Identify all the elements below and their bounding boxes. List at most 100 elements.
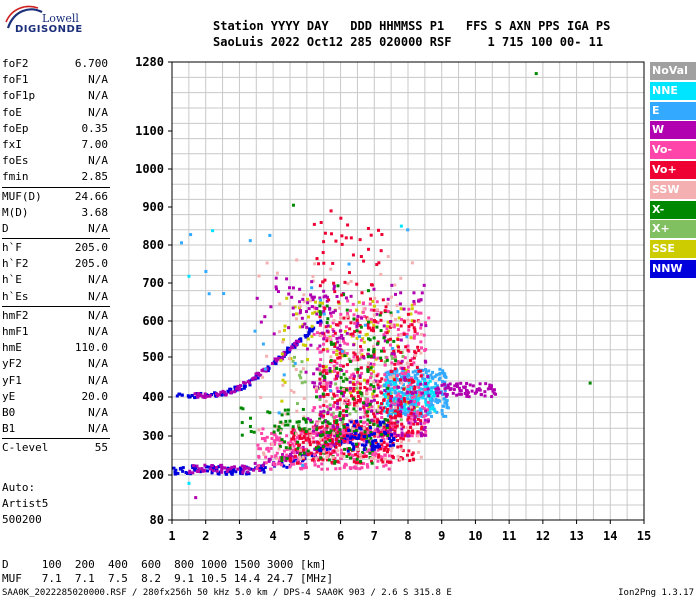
echo-point-ssw [302, 300, 306, 304]
echo-point-xminus [372, 385, 376, 389]
echo-point-w [443, 392, 447, 396]
echo-point-voplus [395, 406, 399, 410]
echo-point-voplus [319, 385, 323, 389]
echo-point-ssw [341, 455, 345, 459]
param-value: 6.700 [74, 57, 108, 70]
header-labels-row: Station YYYY DAY DDD HHMMSS P1 FFS S AXN… [213, 19, 611, 33]
echo-point-voplus [363, 436, 367, 440]
echo-point-sse [367, 405, 371, 409]
echo-point-vominus [361, 310, 365, 314]
echo-point-xminus [288, 446, 292, 450]
echo-point-voplus [397, 345, 401, 349]
echo-point-voplus [345, 363, 349, 367]
echo-point-xminus [340, 391, 344, 395]
echo-point-nnw [299, 337, 303, 341]
echo-point-ssw [356, 447, 360, 451]
echo-point-vominus [390, 423, 394, 427]
echo-point-voplus [366, 226, 370, 230]
echo-point-xplus [331, 396, 335, 400]
echo-point-ssw [419, 455, 423, 459]
echo-point-nnw [360, 443, 364, 447]
echo-point-ssw [265, 354, 269, 358]
echo-point-xminus [382, 336, 386, 340]
echo-point-ssw [349, 418, 353, 422]
echo-point-w [389, 428, 393, 432]
echo-point-xminus [318, 304, 322, 308]
echo-point-xminus [340, 435, 344, 439]
echo-point-vominus [273, 463, 277, 467]
echo-point-voplus [386, 448, 390, 452]
echo-point-voplus [358, 382, 362, 386]
echo-point-xplus [299, 376, 303, 380]
echo-point-e [423, 377, 427, 381]
echo-point-w [259, 373, 263, 377]
echo-point-xminus [302, 427, 306, 431]
y-tick-label: 80 [150, 513, 164, 527]
echo-point-w [322, 295, 326, 299]
echo-point-nne [383, 395, 387, 399]
echo-point-w [261, 369, 265, 373]
echo-point-e [413, 369, 417, 373]
echo-point-ssw [278, 429, 282, 433]
echo-point-voplus [359, 255, 363, 259]
echo-point-voplus [346, 223, 350, 227]
echo-point-voplus [399, 444, 403, 448]
echo-point-xplus [341, 420, 345, 424]
echo-point-xminus [310, 420, 314, 424]
echo-point-w [247, 467, 251, 471]
echo-point-w [223, 466, 227, 470]
echo-point-e [424, 397, 428, 401]
echo-point-nne [403, 407, 407, 411]
echo-point-voplus [355, 282, 359, 286]
echo-point-xminus [321, 392, 325, 396]
echo-point-nne [384, 380, 388, 384]
echo-point-xminus [347, 446, 351, 450]
param-value: 2.85 [81, 170, 109, 184]
echo-point-sse [369, 320, 373, 324]
echo-point-xminus [283, 440, 287, 444]
param-label: yE [2, 389, 16, 403]
echo-point-xplus [390, 353, 394, 357]
echo-point-vominus [372, 449, 376, 453]
echo-point-voplus [310, 458, 314, 462]
echo-point-vominus [331, 429, 335, 433]
param-label: yF2 [2, 357, 22, 371]
echo-point-nnw [232, 467, 236, 471]
echo-point-xminus [291, 425, 295, 429]
param-value: 110.0 [74, 341, 108, 355]
echo-point-xminus [369, 442, 373, 446]
echo-point-vominus [367, 448, 371, 452]
echo-point-w [309, 293, 313, 297]
echo-point-ssw [375, 308, 379, 312]
echo-point-vominus [383, 363, 387, 367]
echo-point-vominus [335, 386, 339, 390]
param-label: foF1p [2, 89, 36, 103]
echo-point-ssw [295, 258, 299, 262]
echo-point-voplus [338, 443, 342, 447]
echo-point-vominus [420, 346, 424, 350]
echo-point-nne [187, 481, 191, 485]
echo-point-w [329, 381, 333, 385]
echo-point-ssw [329, 267, 333, 271]
echo-point-w [424, 409, 428, 413]
echo-point-voplus [298, 443, 302, 447]
echo-point-xminus [279, 420, 283, 424]
echo-point-xminus [367, 348, 371, 352]
echo-point-w [258, 468, 262, 472]
echo-point-e [440, 392, 444, 396]
echo-point-e [444, 375, 448, 379]
echo-point-sse [355, 336, 359, 340]
echo-point-voplus [327, 298, 331, 302]
echo-point-w [301, 297, 305, 301]
echo-point-sse [409, 312, 413, 316]
echo-point-voplus [412, 356, 416, 360]
echo-point-nnw [195, 392, 199, 396]
echo-point-w [426, 387, 430, 391]
echo-point-vominus [315, 431, 319, 435]
echo-point-vominus [378, 384, 382, 388]
param-label: foF1 [2, 73, 29, 87]
echo-point-xminus [333, 459, 337, 463]
echo-point-voplus [353, 330, 357, 334]
echo-point-vominus [366, 449, 370, 453]
echo-point-xminus [306, 449, 310, 453]
